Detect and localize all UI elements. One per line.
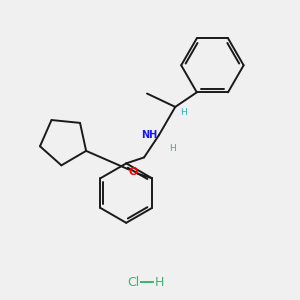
Text: NH: NH [141, 130, 158, 140]
Text: O: O [129, 167, 138, 177]
Text: H: H [154, 276, 164, 289]
Text: Cl: Cl [127, 276, 140, 289]
Text: H: H [169, 144, 176, 153]
Text: H: H [181, 108, 188, 117]
